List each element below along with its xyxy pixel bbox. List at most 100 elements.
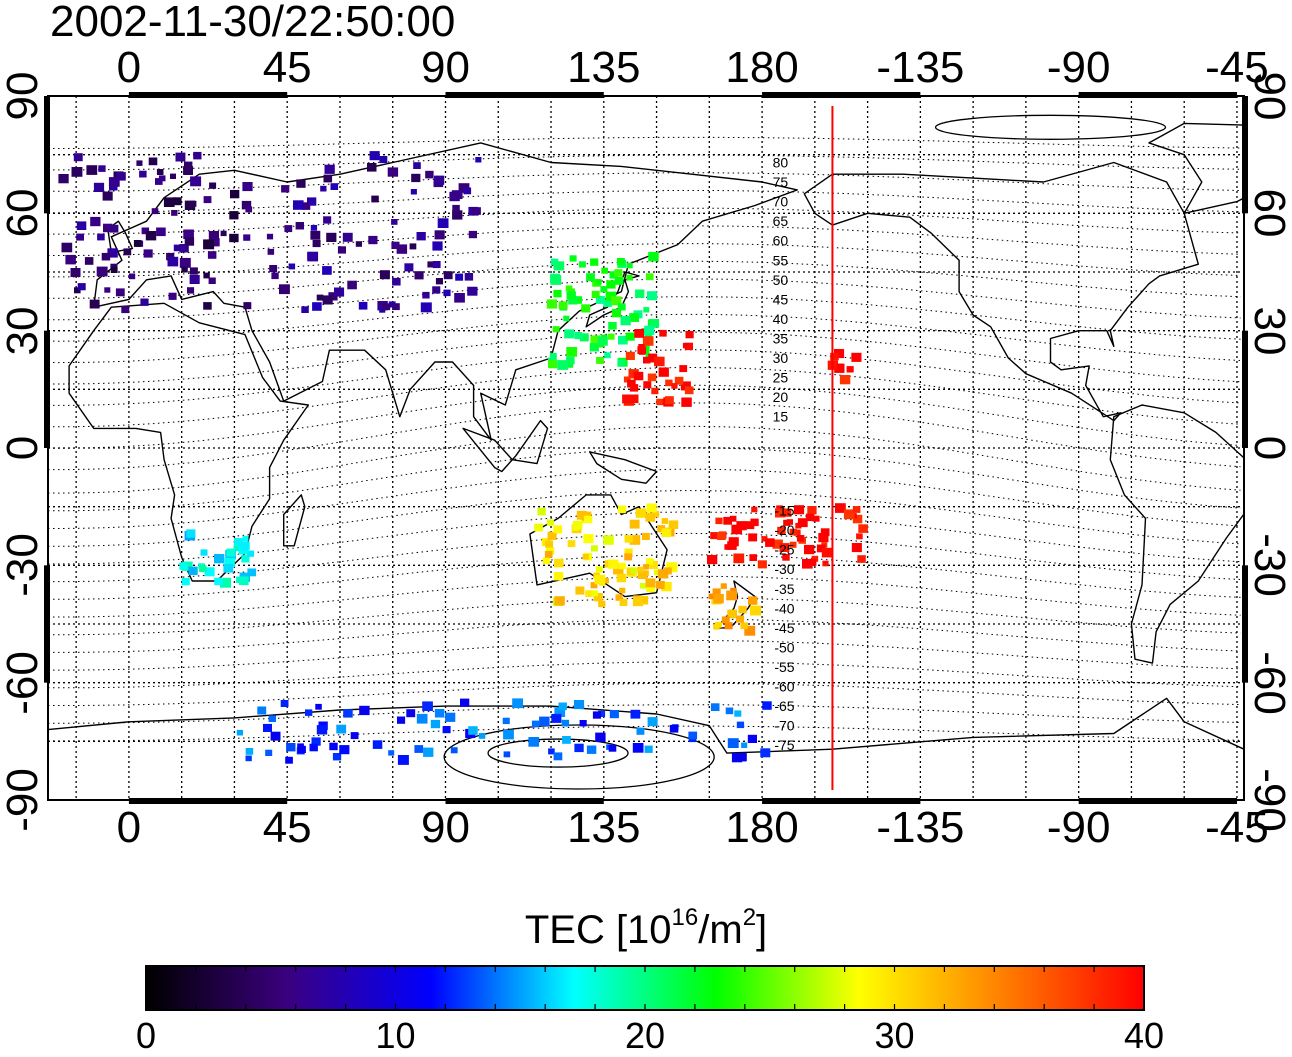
magnetic-latitude-label: 20 — [773, 389, 789, 405]
tec-cell — [629, 313, 640, 322]
tec-cell — [797, 518, 808, 528]
tec-cell — [183, 166, 193, 175]
tec-cell — [71, 167, 83, 177]
tec-cell — [544, 550, 553, 558]
tec-cell — [594, 574, 606, 585]
tec-cell — [545, 540, 554, 548]
tec-cell — [166, 252, 175, 261]
tec-region — [236, 698, 772, 765]
tec-cell — [682, 342, 689, 349]
tec-cell — [749, 554, 757, 561]
tec-cell — [642, 336, 654, 346]
tec-cell — [324, 164, 335, 174]
tec-cell — [70, 268, 81, 277]
tec-cell — [322, 295, 333, 305]
magnetic-latitude-label: -35 — [774, 581, 794, 597]
tec-cell — [624, 548, 633, 556]
tec-cell — [716, 532, 726, 540]
tec-cell — [626, 262, 633, 269]
tec-cell — [208, 231, 219, 241]
magnetic-latitude-line — [48, 243, 1241, 278]
tec-cell — [715, 621, 722, 628]
tec-cell — [574, 700, 585, 710]
tec-cell — [821, 547, 833, 558]
tec-cell — [619, 587, 626, 594]
tec-cell — [236, 729, 243, 736]
tec-cell — [618, 507, 625, 514]
tec-cell — [387, 167, 399, 177]
tec-cell — [397, 755, 409, 765]
tec-cell — [822, 560, 829, 567]
magnetic-latitude-label: 75 — [773, 174, 789, 190]
lon-tick-top: -135 — [876, 43, 965, 92]
lon-tick-top: 0 — [116, 43, 142, 92]
tec-cell — [658, 367, 669, 377]
tec-cell — [204, 567, 215, 577]
tec-cell — [620, 316, 631, 326]
tec-cell — [609, 271, 618, 279]
tec-region — [622, 329, 694, 407]
tec-cell — [563, 315, 570, 322]
tec-cell — [245, 755, 252, 762]
tec-cell — [674, 376, 684, 385]
tec-cell — [452, 204, 460, 212]
tec-cell — [625, 351, 635, 360]
tec-cell — [203, 239, 215, 250]
tec-cell — [747, 734, 757, 743]
tec-cell — [558, 301, 568, 310]
tec-cell — [271, 272, 279, 280]
tec-cell — [442, 726, 451, 734]
tec-cell — [305, 709, 313, 716]
tec-cell — [420, 302, 432, 313]
south-magnetic-pole-contour-inner — [487, 738, 629, 768]
tec-cell — [839, 375, 851, 385]
coastline-africa — [68, 302, 309, 582]
tec-cell — [391, 219, 398, 225]
tec-cell — [645, 512, 656, 522]
tec-cell — [229, 233, 239, 243]
tec-cell — [820, 528, 830, 537]
tec-cell — [184, 237, 195, 246]
magnetic-latitude-label: 35 — [773, 330, 789, 346]
tec-cell — [410, 189, 417, 195]
tec-cell — [852, 506, 861, 513]
tec-cell — [793, 529, 801, 536]
tec-cell — [665, 379, 673, 387]
tec-cell — [350, 732, 359, 740]
tec-cell — [310, 225, 318, 231]
tec-cell — [733, 553, 745, 564]
tec-cell — [632, 743, 644, 753]
tec-cell — [155, 178, 163, 185]
tec-cell — [553, 525, 563, 534]
tec-cell — [789, 541, 797, 548]
tec-cell — [760, 748, 771, 758]
tec-cell — [108, 177, 120, 187]
colorbar-tick-label: 0 — [135, 1015, 157, 1056]
tec-cell — [203, 196, 212, 204]
tec-cell — [608, 559, 619, 569]
tec-cell — [645, 578, 656, 588]
tec-cell — [312, 302, 322, 311]
tec-cell — [323, 174, 333, 183]
tec-cell — [503, 729, 514, 740]
tec-cell — [432, 261, 441, 269]
tec-cell — [574, 743, 584, 753]
tec-cell — [307, 251, 319, 262]
tec-cell — [342, 232, 353, 242]
colorbar-minor-ticks — [145, 966, 1145, 1010]
tec-cell — [553, 289, 562, 298]
tec-cell — [284, 225, 293, 233]
map-layer — [48, 96, 1244, 800]
magnetic-latitude-label: -60 — [774, 679, 794, 695]
tec-cell — [86, 165, 98, 175]
tec-cell — [432, 241, 443, 251]
tec-cell — [339, 745, 350, 755]
tec-cell — [347, 280, 357, 290]
tec-cell — [645, 558, 653, 565]
tec-cell — [143, 249, 153, 258]
tec-cell — [107, 248, 118, 258]
tec-cell — [311, 737, 321, 746]
tec-cell — [372, 740, 383, 749]
tec-cell — [209, 182, 217, 189]
tec-cell — [203, 272, 210, 279]
